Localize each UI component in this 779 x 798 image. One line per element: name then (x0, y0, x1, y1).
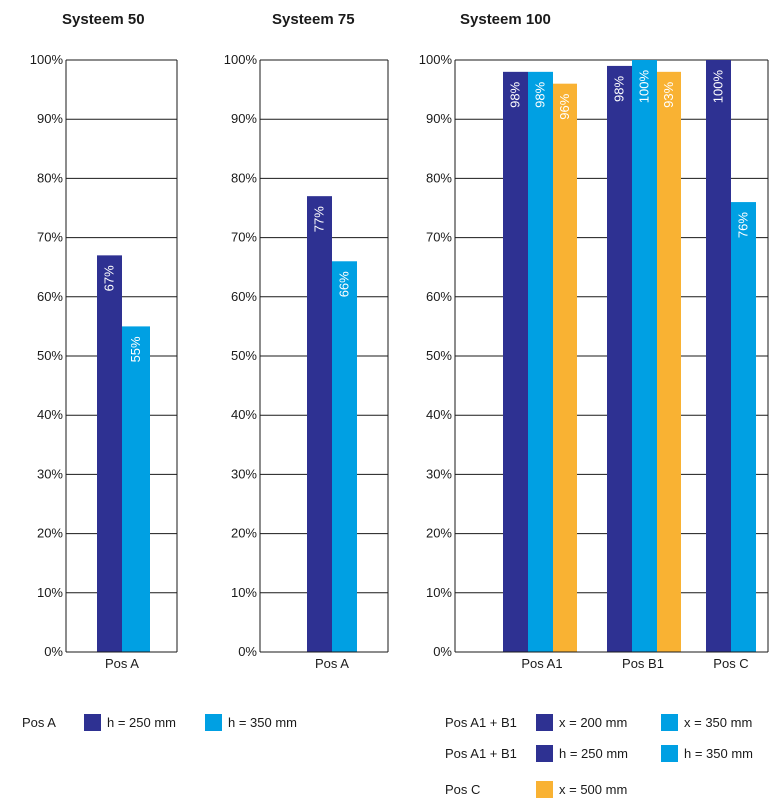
data-label: 76% (736, 212, 751, 238)
y-tick-label: 70% (426, 230, 452, 245)
chart-panel-3: Systeem 100 0% 10% 20% 30% 40% 50% 60% 70% 80% 90%… (419, 11, 769, 671)
legend-group-label: Pos C (445, 782, 480, 797)
y-tick-label: 20% (426, 526, 452, 541)
x-tick-label: Pos A (315, 656, 349, 671)
y-tick-label: 70% (231, 230, 257, 245)
chart-panel-1: Systeem 50 0% 10% 20% 30% 40% 50% 60% 70% 80% 90% 1… (30, 11, 178, 671)
x-tick-label: Pos A1 (521, 656, 562, 671)
legend-swatch (536, 714, 553, 731)
data-label: 55% (128, 336, 143, 362)
y-tick-label: 0% (44, 644, 63, 659)
y-tick-label: 50% (426, 348, 452, 363)
data-label: 98% (508, 81, 523, 107)
legend-swatch (661, 745, 678, 762)
bar (731, 202, 756, 652)
legend-label: x = 350 mm (684, 715, 752, 730)
y-tick-label: 10% (37, 585, 63, 600)
legend-group-label: Pos A (22, 715, 56, 730)
legend-group-label: Pos A1 + B1 (445, 715, 517, 730)
chart-title: Systeem 75 (272, 11, 355, 28)
y-tick-label: 0% (238, 644, 257, 659)
legend-label: x = 500 mm (559, 782, 627, 797)
y-tick-label: 80% (426, 170, 452, 185)
chart-title: Systeem 100 (460, 11, 551, 28)
legend-left: Pos A h = 250 mm h = 350 mm (22, 714, 297, 731)
y-tick-label: 30% (231, 466, 257, 481)
y-tick-label: 20% (37, 526, 63, 541)
y-tick-label: 100% (419, 52, 453, 67)
y-tick-label: 30% (426, 466, 452, 481)
bar (657, 71, 681, 653)
chart-title: Systeem 50 (62, 11, 145, 28)
x-tick-label: Pos C (713, 656, 748, 671)
legend-swatch (205, 714, 222, 731)
legend-swatch (84, 714, 101, 731)
bar (632, 60, 657, 652)
y-tick-label: 10% (231, 585, 257, 600)
bar (97, 255, 122, 653)
y-tick-label: 20% (231, 526, 257, 541)
data-label: 96% (557, 93, 572, 119)
y-tick-label: 30% (37, 466, 63, 481)
data-label: 100% (711, 70, 726, 104)
legend-label: h = 350 mm (684, 746, 753, 761)
bar (122, 326, 150, 652)
y-tick-label: 90% (231, 111, 257, 126)
bar (528, 71, 553, 653)
bar (706, 60, 731, 652)
y-tick-label: 90% (426, 111, 452, 126)
y-tick-label: 60% (426, 289, 452, 304)
legend-label: h = 250 mm (559, 746, 628, 761)
data-label: 93% (661, 81, 676, 107)
x-tick-label: Pos A (105, 656, 139, 671)
bar (553, 83, 577, 653)
y-tick-label: 80% (37, 170, 63, 185)
legend-swatch (661, 714, 678, 731)
data-label: 67% (102, 265, 117, 291)
data-label: 98% (612, 75, 627, 101)
y-tick-label: 100% (30, 52, 64, 67)
legend-label: h = 250 mm (107, 715, 176, 730)
data-label: 77% (312, 206, 327, 232)
chart-panel-2: Systeem 75 0% 10% 20% 30% 40% 50% 60% 70% 80% 90% 1… (224, 11, 389, 671)
data-label: 98% (533, 81, 548, 107)
y-tick-label: 10% (426, 585, 452, 600)
bar (607, 65, 632, 653)
y-tick-label: 50% (231, 348, 257, 363)
y-tick-label: 60% (37, 289, 63, 304)
y-tick-label: 80% (231, 170, 257, 185)
legend-label: x = 200 mm (559, 715, 627, 730)
y-tick-label: 40% (426, 407, 452, 422)
y-tick-label: 50% (37, 348, 63, 363)
y-tick-label: 0% (433, 644, 452, 659)
bar (307, 196, 332, 652)
data-label: 66% (337, 271, 352, 297)
legend-group-label: Pos A1 + B1 (445, 746, 517, 761)
legend-swatch (536, 745, 553, 762)
y-tick-label: 40% (231, 407, 257, 422)
y-tick-label: 60% (231, 289, 257, 304)
y-tick-label: 90% (37, 111, 63, 126)
y-tick-label: 40% (37, 407, 63, 422)
legend-right: Pos A1 + B1 x = 200 mm x = 350 mm Pos A1 + … (445, 714, 753, 798)
legend-swatch (536, 781, 553, 798)
y-tick-label: 70% (37, 230, 63, 245)
bar (503, 71, 528, 653)
data-label: 100% (637, 70, 652, 104)
y-tick-label: 100% (224, 52, 258, 67)
bar (332, 261, 357, 652)
x-tick-label: Pos B1 (622, 656, 664, 671)
legend-label: h = 350 mm (228, 715, 297, 730)
